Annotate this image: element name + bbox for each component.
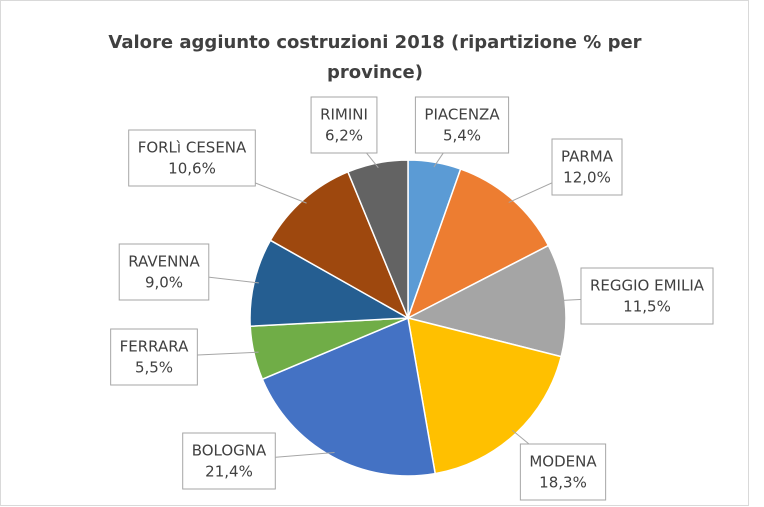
data-labels: PIACENZA 5,4% PARMA 12,0% REGGIO EMILIA 11,5%… xyxy=(110,96,714,501)
value-label: 6,2% xyxy=(325,127,363,145)
value-label: 5,5% xyxy=(135,359,173,377)
value-label: 9,0% xyxy=(145,274,183,292)
value-label: 12,0% xyxy=(563,169,611,187)
pie-slice xyxy=(261,316,437,477)
category-label: RAVENNA xyxy=(128,253,200,271)
category-label: MODENA xyxy=(529,453,597,471)
value-label: 5,4% xyxy=(443,127,481,145)
category-label: FORLì CESENA xyxy=(138,139,247,157)
data-label: FORLì CESENA 10,6% xyxy=(128,129,256,187)
pie-slice xyxy=(406,168,550,320)
category-label: RIMINI xyxy=(320,106,368,124)
data-label: RIMINI 6,2% xyxy=(310,96,378,154)
label-box xyxy=(110,328,198,386)
label-box xyxy=(551,138,623,196)
pie-slice xyxy=(407,316,563,475)
label-box xyxy=(414,96,510,154)
category-label: PARMA xyxy=(561,148,614,166)
label-box xyxy=(310,96,378,154)
pie-slice xyxy=(249,239,411,327)
pie-slice xyxy=(346,159,409,319)
value-label: 21,4% xyxy=(205,463,253,481)
category-label: PIACENZA xyxy=(424,106,500,124)
chart-border xyxy=(0,0,749,506)
label-box xyxy=(580,267,714,325)
data-label: RAVENNA 9,0% xyxy=(118,243,210,301)
label-box xyxy=(118,243,210,301)
chart-title: Valore aggiunto costruzioni 2018 (ripart… xyxy=(108,32,642,83)
value-label: 18,3% xyxy=(539,474,587,492)
data-label: PARMA 12,0% xyxy=(551,138,623,196)
label-box xyxy=(128,129,256,187)
label-box xyxy=(519,443,607,501)
data-label: REGGIO EMILIA 11,5% xyxy=(580,267,714,325)
category-label: REGGIO EMILIA xyxy=(590,277,705,295)
value-label: 10,6% xyxy=(168,160,216,178)
category-label: BOLOGNA xyxy=(192,442,267,460)
label-box xyxy=(182,432,276,490)
data-label: MODENA 18,3% xyxy=(519,443,607,501)
data-label: FERRARA 5,5% xyxy=(110,328,198,386)
pie-slice xyxy=(269,170,410,320)
data-label: PIACENZA 5,4% xyxy=(414,96,510,154)
value-label: 11,5% xyxy=(623,298,671,316)
data-label: BOLOGNA 21,4% xyxy=(182,432,276,490)
category-label: FERRARA xyxy=(120,338,189,356)
